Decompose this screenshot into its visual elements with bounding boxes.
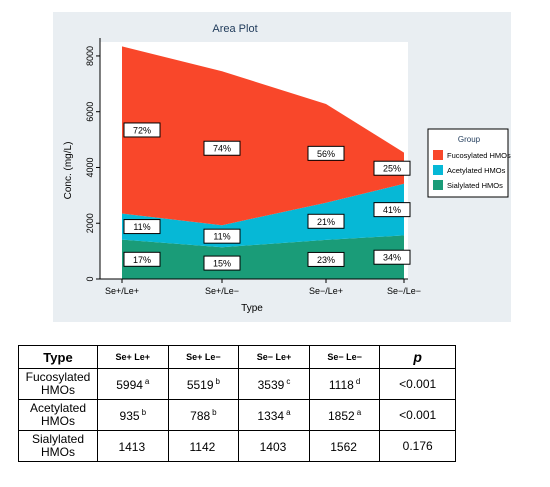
x-axis-label: Type <box>241 303 263 314</box>
table-row: Acetylated HMOs 935 b 788 b 1334 a 1852 a <0.… <box>18 399 456 431</box>
data-label-text: 23% <box>317 255 335 265</box>
table-cell: 788 b <box>167 399 240 431</box>
table-cell: 3539 c <box>238 368 310 400</box>
row-label: Acetylated HMOs <box>18 399 98 431</box>
row-label: Fucosylated HMOs <box>18 368 98 400</box>
data-label: 72% <box>123 122 161 138</box>
data-label: 41% <box>373 202 411 218</box>
table-header-row: Type Se+ Le+ Se+ Le− Se− Le+ Se− Le− p <box>18 345 456 369</box>
data-label-text: 34% <box>383 253 401 263</box>
header-type: Type <box>18 345 98 369</box>
legend-swatch <box>433 150 443 160</box>
data-label-text: 15% <box>213 259 231 269</box>
data-label: 74% <box>203 140 241 156</box>
data-label-box <box>203 140 241 156</box>
data-label-text: 56% <box>317 149 335 159</box>
data-label: 56% <box>307 145 345 161</box>
data-label-text: 21% <box>317 217 335 227</box>
p-value: <0.001 <box>379 368 456 400</box>
table-cell: 1118 d <box>308 368 381 400</box>
table-row: Sialylated HMOs 1413 1142 1403 1562 0.176 <box>18 430 456 462</box>
data-label: 21% <box>307 213 345 229</box>
data-label-box <box>373 160 411 176</box>
y-tick-label: 0 <box>85 276 95 281</box>
table-cell: 1142 <box>167 430 240 462</box>
table-cell: 5519 b <box>167 368 240 400</box>
table-cell: 5994 a <box>97 368 169 400</box>
table-row: Fucosylated HMOs 5994 a 5519 b 3539 c 1118 d … <box>18 368 456 400</box>
area-chart: Area Plot 17% 15% 23% 34% 11% 11% 21% 41% 72% 74% 5… <box>63 23 511 314</box>
table-cell: 935 b <box>97 399 169 431</box>
area-fucosylated-hmos <box>122 46 404 226</box>
data-label-text: 72% <box>133 125 151 135</box>
area-acetylated-hmos <box>122 183 404 248</box>
x-tick-label: Se+/Le− <box>205 286 239 296</box>
data-label: 25% <box>373 160 411 176</box>
chart-title: Area Plot <box>212 23 257 35</box>
x-tick-label: Se−/Le− <box>387 286 421 296</box>
legend-swatch <box>433 165 443 175</box>
data-label-box <box>373 249 411 265</box>
data-label: 17% <box>123 251 161 267</box>
data-label-box <box>307 213 345 229</box>
data-label-box <box>373 202 411 218</box>
data-label-text: 17% <box>133 255 151 265</box>
y-tick-label: 6000 <box>85 102 95 122</box>
x-tick-label: Se−/Le+ <box>309 286 343 296</box>
y-axis-label: Conc. (mg/L) <box>63 142 74 200</box>
data-label-box <box>123 219 161 235</box>
data-label: 23% <box>307 251 345 267</box>
data-label: 15% <box>203 255 241 271</box>
data-label-box <box>203 255 241 271</box>
y-tick-label: 4000 <box>85 157 95 177</box>
row-label: Sialylated HMOs <box>18 430 98 462</box>
area-sialylated-hmos <box>122 235 404 279</box>
legend-title: Group <box>458 135 481 144</box>
legend-label: Sialylated HMOs <box>447 181 503 190</box>
legend: Group Fucosylated HMOs Acetylated HMOs Sial… <box>427 128 511 198</box>
data-label-box <box>203 228 241 244</box>
table-cell: 1852 a <box>308 399 381 431</box>
legend-label: Fucosylated HMOs <box>447 151 511 160</box>
data-label-text: 41% <box>383 205 401 215</box>
data-label-box <box>123 251 161 267</box>
header-se-neg-le-neg: Se− Le− <box>308 345 381 369</box>
table-cell: 1403 <box>238 430 310 462</box>
chart-frame: Area Plot 17% 15% 23% 34% 11% 11% 21% 41% 72% 74% 5… <box>53 12 511 322</box>
data-label: 11% <box>123 219 161 235</box>
p-value: 0.176 <box>379 430 456 462</box>
stats-table: Type Se+ Le+ Se+ Le− Se− Le+ Se− Le− p F… <box>18 345 456 462</box>
y-tick-label: 2000 <box>85 213 95 233</box>
header-se-neg-le-pos: Se− Le+ <box>238 345 310 369</box>
table-cell: 1413 <box>97 430 169 462</box>
x-tick-label: Se+/Le+ <box>105 286 139 296</box>
data-label-box <box>123 122 161 138</box>
y-tick-label: 8000 <box>85 46 95 66</box>
header-se-pos-le-pos: Se+ Le+ <box>97 345 169 369</box>
data-label-box <box>307 251 345 267</box>
table-cell: 1562 <box>308 430 381 462</box>
data-label-text: 74% <box>213 144 231 154</box>
data-label-text: 11% <box>133 222 150 232</box>
p-value: <0.001 <box>379 399 456 431</box>
header-se-pos-le-neg: Se+ Le− <box>167 345 240 369</box>
data-label: 11% <box>203 228 241 244</box>
legend-swatch <box>433 180 443 190</box>
legend-label: Acetylated HMOs <box>447 166 506 175</box>
data-label-box <box>307 145 345 161</box>
data-label: 34% <box>373 249 411 265</box>
header-p: p <box>379 345 456 369</box>
data-label-text: 25% <box>383 164 401 174</box>
table-cell: 1334 a <box>238 399 310 431</box>
data-label-text: 11% <box>213 232 230 242</box>
